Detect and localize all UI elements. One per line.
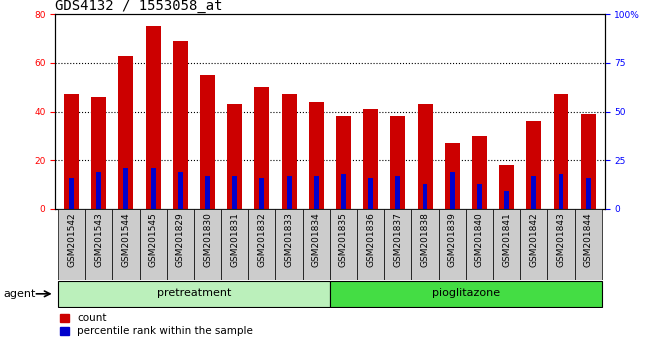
Text: GSM201842: GSM201842 [529, 212, 538, 267]
Text: GSM201831: GSM201831 [230, 212, 239, 267]
Bar [276, 209, 303, 280]
Bar [368, 178, 373, 209]
Bar [281, 95, 296, 209]
Text: GSM201844: GSM201844 [584, 212, 593, 267]
Bar [200, 75, 215, 209]
Bar [259, 178, 265, 209]
Text: GSM201833: GSM201833 [285, 212, 294, 267]
Bar [314, 176, 318, 209]
Bar [554, 95, 569, 209]
Bar [547, 209, 575, 280]
Bar [341, 174, 346, 209]
Text: GSM201542: GSM201542 [67, 212, 76, 267]
Bar [58, 281, 330, 307]
Bar [248, 209, 276, 280]
Bar [330, 281, 602, 307]
Text: agent: agent [3, 289, 36, 299]
Bar [58, 209, 85, 280]
Text: GSM201839: GSM201839 [448, 212, 457, 267]
Bar [64, 95, 79, 209]
Bar [118, 56, 133, 209]
Bar [450, 172, 455, 209]
Bar [395, 176, 400, 209]
Bar [526, 121, 541, 209]
Text: GSM201830: GSM201830 [203, 212, 212, 267]
Text: GSM201834: GSM201834 [312, 212, 321, 267]
Bar [96, 172, 101, 209]
Bar [336, 116, 351, 209]
Bar [499, 165, 514, 209]
Text: GSM201544: GSM201544 [122, 212, 131, 267]
Bar [146, 26, 161, 209]
Legend: count, percentile rank within the sample: count, percentile rank within the sample [60, 313, 253, 336]
Bar [112, 209, 140, 280]
Bar [287, 176, 292, 209]
Text: pioglitazone: pioglitazone [432, 288, 500, 298]
Bar [357, 209, 384, 280]
Bar [411, 209, 439, 280]
Bar [445, 143, 460, 209]
Text: pretreatment: pretreatment [157, 288, 231, 298]
Bar [221, 209, 248, 280]
Text: GSM201829: GSM201829 [176, 212, 185, 267]
Bar [205, 176, 210, 209]
Text: GSM201835: GSM201835 [339, 212, 348, 267]
Bar [466, 209, 493, 280]
Bar [303, 209, 330, 280]
Text: GSM201836: GSM201836 [366, 212, 375, 267]
Bar [254, 87, 269, 209]
Bar [520, 209, 547, 280]
Text: GSM201840: GSM201840 [475, 212, 484, 267]
Text: GSM201543: GSM201543 [94, 212, 103, 267]
Bar [91, 97, 106, 209]
Text: GDS4132 / 1553058_at: GDS4132 / 1553058_at [55, 0, 223, 13]
Bar [575, 209, 602, 280]
Bar [173, 41, 188, 209]
Bar [178, 172, 183, 209]
Bar [194, 209, 221, 280]
Bar [167, 209, 194, 280]
Bar [227, 104, 242, 209]
Bar [124, 168, 129, 209]
Bar [140, 209, 167, 280]
Bar [422, 183, 428, 209]
Bar [151, 168, 155, 209]
Bar [580, 114, 595, 209]
Bar [330, 209, 357, 280]
Text: GSM201841: GSM201841 [502, 212, 511, 267]
Text: GSM201838: GSM201838 [421, 212, 430, 267]
Text: GSM201837: GSM201837 [393, 212, 402, 267]
Text: GSM201843: GSM201843 [556, 212, 566, 267]
Bar [477, 183, 482, 209]
Text: GSM201832: GSM201832 [257, 212, 266, 267]
Bar [363, 109, 378, 209]
Bar [493, 209, 520, 280]
Bar [309, 102, 324, 209]
Bar [439, 209, 466, 280]
Bar [391, 116, 406, 209]
Bar [504, 191, 509, 209]
Bar [472, 136, 487, 209]
Bar [384, 209, 411, 280]
Bar [85, 209, 112, 280]
Bar [586, 178, 591, 209]
Bar [417, 104, 432, 209]
Bar [69, 178, 74, 209]
Text: GSM201545: GSM201545 [149, 212, 158, 267]
Bar [558, 174, 564, 209]
Bar [232, 176, 237, 209]
Bar [531, 176, 536, 209]
